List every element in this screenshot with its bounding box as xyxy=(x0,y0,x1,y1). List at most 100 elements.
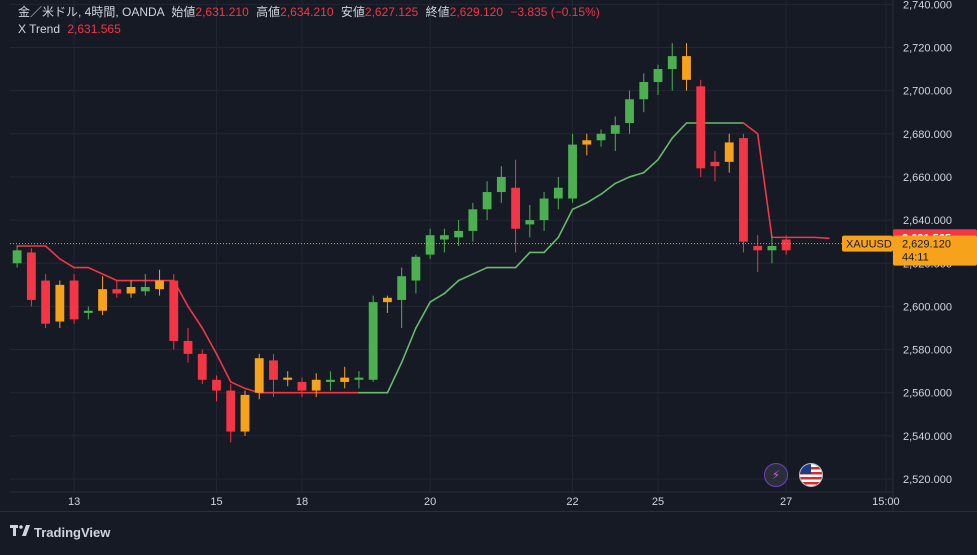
candle-body xyxy=(183,340,193,354)
xtrend-segment xyxy=(443,279,460,295)
y-tick-label: 2,680.000 xyxy=(903,129,952,141)
candle-body xyxy=(311,379,321,391)
xtrend-segment xyxy=(514,251,531,269)
xtrend-segment xyxy=(215,353,232,383)
y-tick-label: 2,540.000 xyxy=(903,431,952,443)
candle-body xyxy=(226,390,236,432)
x-tick-label: 25 xyxy=(652,496,664,508)
high-value: 2,634.210 xyxy=(280,5,334,19)
x-tick-label: 18 xyxy=(296,496,308,508)
open-label: 始値 xyxy=(171,5,196,19)
y-tick-label: 2,660.000 xyxy=(903,172,952,184)
y-tick-label: 2,600.000 xyxy=(903,301,952,313)
y-tick-label: 2,700.000 xyxy=(903,86,952,98)
candle-body xyxy=(69,280,79,320)
y-tick-label: 2,520.000 xyxy=(903,474,952,486)
xtrend-segment xyxy=(59,258,75,269)
candle-body xyxy=(582,140,592,145)
symbol-description[interactable]: 金／米ドル, 4時間, OANDA xyxy=(18,5,165,19)
candle-body xyxy=(411,256,421,281)
candle-body xyxy=(354,377,364,380)
xtrend-line xyxy=(16,122,830,394)
xtrend-segment xyxy=(386,361,403,394)
candle-body xyxy=(625,99,634,123)
candle-body xyxy=(653,69,663,82)
candle-body xyxy=(397,276,407,300)
xtrend-segment xyxy=(756,132,773,239)
open-value: 2,631.210 xyxy=(195,5,249,19)
xtrend-segment xyxy=(472,266,488,275)
candle-body xyxy=(140,287,150,292)
candle-body xyxy=(496,176,506,193)
price-axis: 2,520.000 2,540.000 2,560.000 2,580.000 2,60… xyxy=(903,0,952,486)
candle-body xyxy=(254,358,264,393)
countdown-text: 44:11 xyxy=(902,252,929,264)
last-price-tag-text: 2,629.120 xyxy=(902,239,951,251)
candle-body xyxy=(425,235,435,255)
candle-body xyxy=(26,252,36,300)
candle-body xyxy=(439,235,449,240)
xtrend-segment xyxy=(628,171,645,178)
indicator-name[interactable]: X Trend xyxy=(18,22,61,36)
us-flag-icon[interactable] xyxy=(799,463,823,487)
low-value: 2,627.125 xyxy=(364,5,419,19)
candles xyxy=(12,43,791,443)
xtrend-segment xyxy=(400,327,417,364)
candle-body xyxy=(12,250,22,264)
candle-body xyxy=(553,187,563,199)
candle-body xyxy=(212,379,221,391)
xtrend-segment xyxy=(557,208,574,239)
candle-body xyxy=(283,377,293,380)
indicator-value: 2,631.565 xyxy=(67,22,121,36)
candle-body xyxy=(454,230,464,238)
candle-body xyxy=(482,192,492,210)
candle-body xyxy=(468,209,478,231)
xtrend-segment xyxy=(657,137,674,161)
tradingview-branding[interactable]: TradingView xyxy=(10,523,110,541)
x-tick-label: 22 xyxy=(566,496,578,508)
candle-body xyxy=(511,187,521,229)
tradingview-logo-icon xyxy=(10,524,30,540)
candle-body xyxy=(525,220,535,225)
candle-body xyxy=(596,133,606,141)
candle-body xyxy=(126,287,136,294)
time-axis: 13 15 18 20 22 25 27 15:00 xyxy=(68,496,900,508)
xtrend-segment xyxy=(87,266,118,282)
ohlc-header: 金／米ドル, 4時間, OANDA 始値2,631.210 高値2,634.21… xyxy=(18,5,600,19)
candle-body xyxy=(639,82,649,100)
change-value: −3.835 (−0.15%) xyxy=(510,5,600,19)
candle-body xyxy=(83,310,93,313)
footer-divider xyxy=(0,511,977,512)
y-tick-label: 2,740.000 xyxy=(903,0,952,11)
candle-body xyxy=(724,142,734,162)
candle-body xyxy=(41,280,51,324)
symbol-tag xyxy=(842,235,893,252)
last-price-tag xyxy=(893,235,977,266)
lightning-icon[interactable]: ⚡ xyxy=(764,463,788,487)
x-tick-label: 15:00 xyxy=(872,496,900,508)
xtrend-segment xyxy=(229,381,246,390)
xtrend-segment xyxy=(457,273,474,282)
candle-body xyxy=(568,144,577,199)
candle-body xyxy=(610,125,620,134)
symbol-tag-text: XAUUSD xyxy=(846,239,892,251)
xtrend-segment xyxy=(429,292,446,303)
y-tick-label: 2,580.000 xyxy=(903,345,952,357)
y-tick-label: 2,720.000 xyxy=(903,42,952,54)
xtrend-segment xyxy=(585,193,602,204)
xtrend-segment xyxy=(671,122,688,139)
candle-body xyxy=(382,297,392,303)
candle-body xyxy=(539,198,549,221)
candle-body xyxy=(98,289,107,311)
candle-body xyxy=(667,56,677,70)
candle-body xyxy=(739,138,748,242)
candle-body xyxy=(767,246,777,251)
candle-body xyxy=(240,394,250,432)
candle-body xyxy=(682,56,691,80)
indicator-legend[interactable]: X Trend 2,631.565 xyxy=(18,22,121,36)
xtrend-segment xyxy=(415,301,431,329)
